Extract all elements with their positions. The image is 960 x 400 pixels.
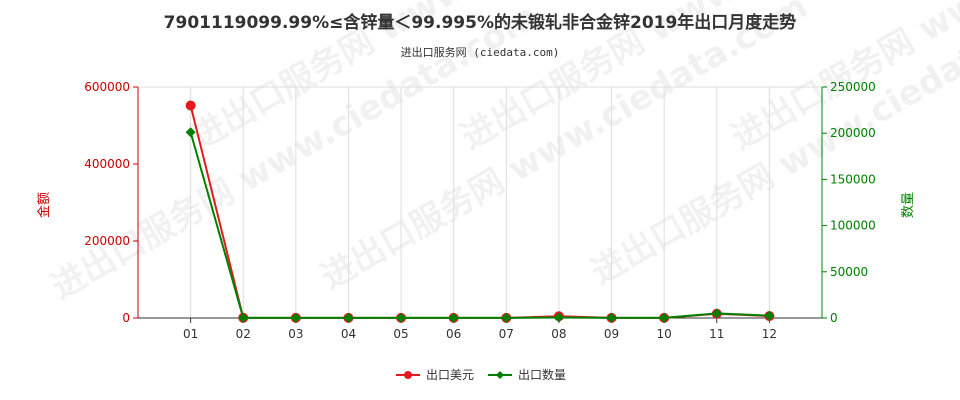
legend-swatch-marker <box>496 371 504 379</box>
right-tick-label: 250000 <box>830 80 876 94</box>
right-tick-label: 100000 <box>830 219 876 233</box>
x-axis-ticks: 01 02 03 04 05 06 07 08 09 10 11 12 <box>183 318 777 341</box>
right-tick-label: 200000 <box>830 126 876 140</box>
left-tick-label: 0 <box>122 311 130 325</box>
quantity-data-point <box>764 310 775 321</box>
quantity-data-point <box>606 312 617 323</box>
right-tick-label: 150000 <box>830 172 876 186</box>
quantity-data-point <box>448 312 459 323</box>
x-tick-label: 08 <box>551 327 566 341</box>
quantity-data-point <box>185 127 196 138</box>
quantity-data-point <box>343 312 354 323</box>
x-tick-label: 09 <box>604 327 619 341</box>
left-axis-label: 金额 <box>36 192 52 218</box>
quantity-data-point <box>553 312 564 323</box>
legend-swatch-marker <box>404 371 412 379</box>
series-layer <box>185 100 775 323</box>
left-tick-label: 200000 <box>84 234 130 248</box>
x-tick-label: 01 <box>183 327 198 341</box>
gridlines <box>137 86 823 318</box>
x-tick-label: 02 <box>236 327 251 341</box>
x-tick-label: 07 <box>499 327 514 341</box>
quantity-data-point <box>659 312 670 323</box>
x-tick-label: 10 <box>657 327 672 341</box>
x-tick-label: 05 <box>393 327 408 341</box>
left-tick-label: 600000 <box>84 80 130 94</box>
right-axis-label: 数量 <box>901 192 916 218</box>
x-tick-label: 12 <box>762 327 777 341</box>
quantity-series-line <box>189 132 770 319</box>
chart-subtitle: 进出口服务网 (ciedata.com) <box>400 46 560 59</box>
quantity-data-point <box>501 312 512 323</box>
quantity-data-point <box>238 312 249 323</box>
right-tick-label: 50000 <box>830 265 868 279</box>
left-tick-label: 400000 <box>84 157 130 171</box>
legend-label: 出口数量 <box>518 367 566 382</box>
amount-data-point <box>185 100 196 111</box>
legend-label: 出口美元 <box>426 368 474 382</box>
right-axis-ticks: 0 50000 100000 150000 200000 250000 <box>822 80 876 325</box>
left-axis-ticks: 0 200000 400000 600000 <box>84 80 138 325</box>
quantity-data-point <box>290 312 301 323</box>
quantity-data-point <box>711 308 722 319</box>
x-tick-label: 04 <box>341 327 356 341</box>
x-tick-label: 03 <box>288 327 303 341</box>
chart-title: 7901119099.99%≤含锌量＜99.995%的未锻轧非合金锌2019年出… <box>163 13 797 33</box>
x-tick-label: 06 <box>446 327 461 341</box>
x-tick-label: 11 <box>709 327 724 341</box>
right-tick-label: 0 <box>830 311 838 325</box>
quantity-data-point <box>396 312 407 323</box>
legend: 出口美元 出口数量 <box>396 367 566 382</box>
